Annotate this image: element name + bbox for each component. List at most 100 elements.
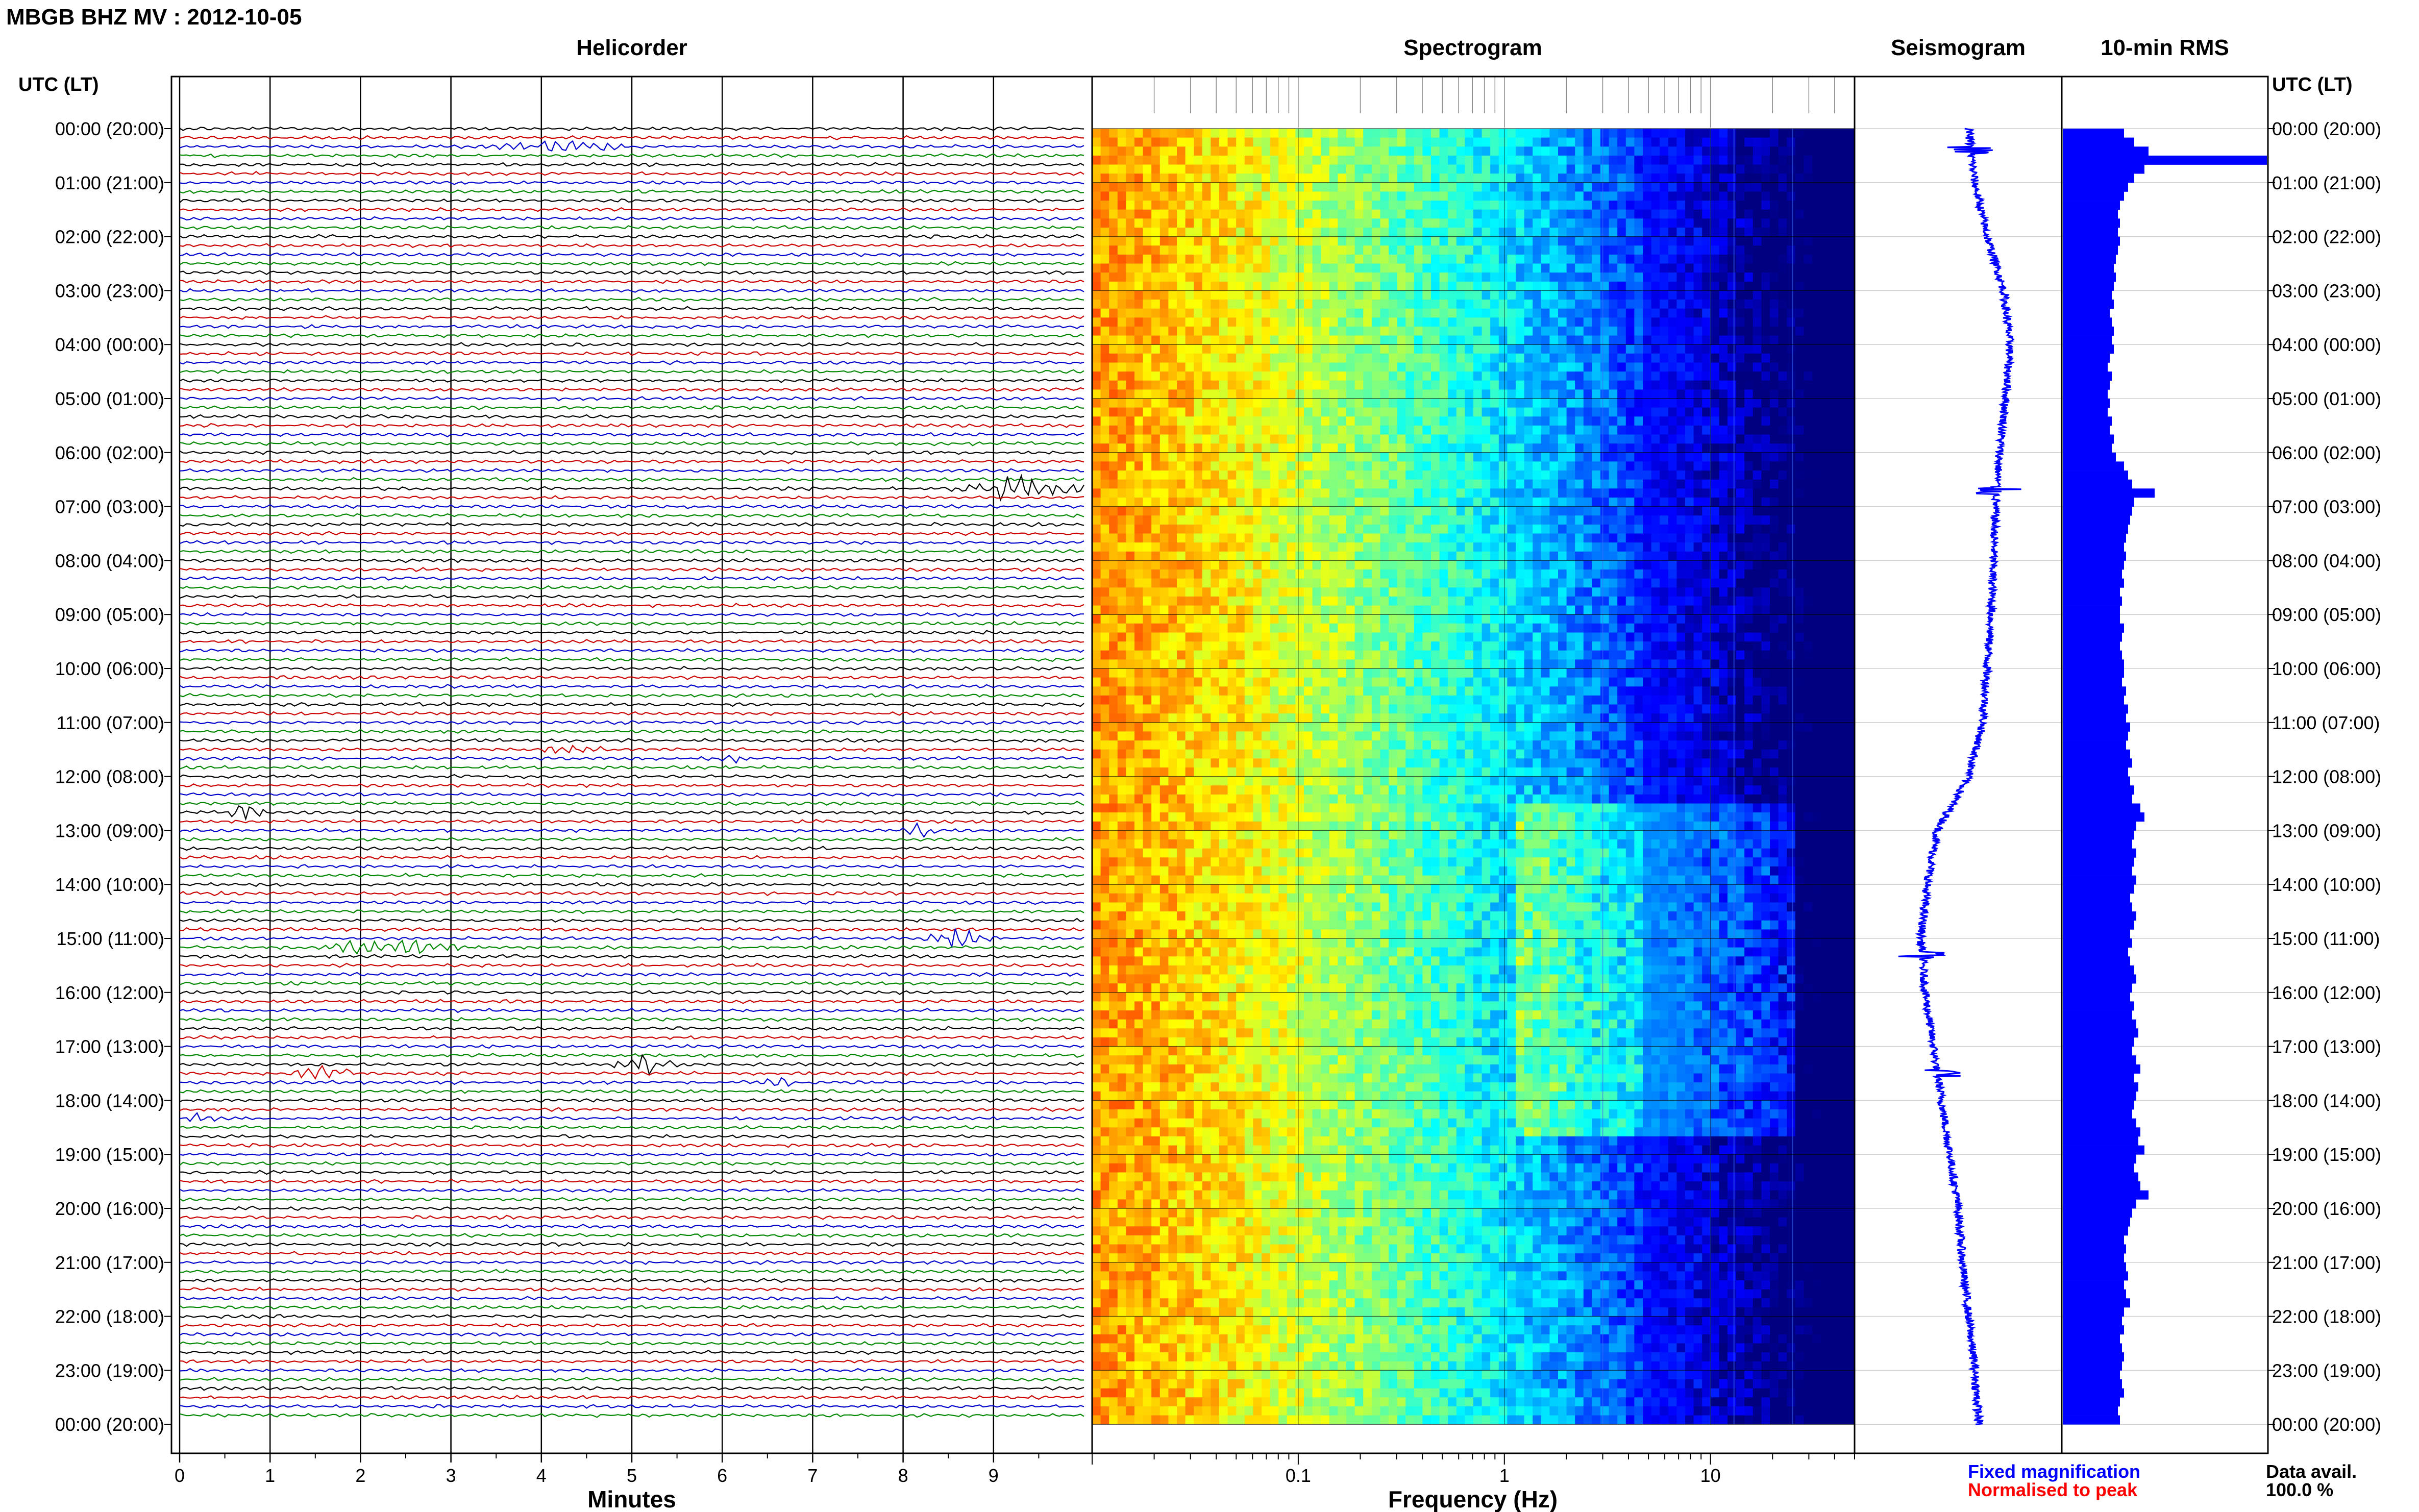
spectrogram-cell [1702,389,1711,399]
spectrogram-cell [1812,399,1821,408]
spectrogram-cell [1151,596,1161,606]
spectrogram-cell [1846,236,1855,246]
spectrogram-cell [1134,129,1144,138]
spectrogram-cell [1202,146,1211,156]
spectrogram-cell [1609,326,1618,336]
spectrogram-cell [1194,173,1203,183]
spectrogram-cell [1151,335,1161,345]
spectrogram-cell [1575,498,1584,507]
spectrogram-cell [1227,173,1237,183]
spectrogram-cell [1837,362,1846,372]
spectrogram-cell [1482,236,1491,246]
spectrogram-cell [1820,362,1830,372]
spectrogram-cell [1405,146,1415,156]
spectrogram-cell [1609,389,1618,399]
spectrogram-cell [1194,515,1203,525]
spectrogram-cell [1312,191,1321,201]
spectrogram-cell [1346,191,1355,201]
spectrogram-cell [1126,506,1135,516]
spectrogram-cell [1744,506,1754,516]
spectrogram-cell [1812,461,1821,471]
spectrogram-cell [1304,399,1313,408]
helicorder-trace [179,1376,1084,1382]
spectrogram-cell [1778,380,1787,390]
spectrogram-cell [1397,596,1406,606]
spectrogram-cell [1244,245,1253,255]
spectrogram-cell [1770,137,1779,147]
spectrogram-cell [1236,515,1245,525]
spectrogram-cell [1211,452,1220,462]
spectrogram-cell [1363,542,1372,552]
spectrogram-cell [1676,416,1686,426]
spectrogram-cell [1227,191,1237,201]
spectrogram-cell [1719,434,1728,444]
spectrogram-cell [1516,470,1525,480]
spectrogram-cell [1414,335,1423,345]
spectrogram-cell [1227,551,1237,561]
spectrogram-cell [1346,218,1355,228]
spectrogram-cell [1482,155,1491,165]
spectrogram-cell [1583,272,1592,282]
spectrogram-cell [1270,524,1279,534]
spectrogram-cell [1566,335,1575,345]
spectrogram-cell [1744,353,1754,363]
spectrogram-cell [1498,498,1508,507]
spectrogram-cell [1236,308,1245,318]
spectrogram-cell [1693,470,1702,480]
spectrogram-cell [1702,542,1711,552]
spectrogram-cell [1143,137,1152,147]
spectrogram-cell [1761,407,1770,417]
spectrogram-cell [1389,551,1398,561]
spectrogram-cell [1820,533,1830,543]
spectrogram-cell [1727,479,1737,489]
spectrogram-cell [1770,281,1779,291]
helicorder-trace [179,566,1084,573]
spectrogram-cell [1660,515,1669,525]
spectrogram-cell [1262,308,1271,318]
spectrogram-cell [1558,443,1567,453]
spectrogram-cell [1338,416,1347,426]
spectrogram-cell [1660,434,1669,444]
spectrogram-cell [1829,245,1838,255]
spectrogram-cell [1159,407,1169,417]
spectrogram-cell [1389,524,1398,534]
spectrogram-cell [1405,452,1415,462]
spectrogram-cell [1295,146,1304,156]
spectrogram-cell [1202,506,1211,516]
spectrogram-cell [1837,551,1846,561]
spectrogram-cell [1592,263,1601,273]
spectrogram-cell [1812,254,1821,264]
spectrogram-cell [1287,542,1296,552]
spectrogram-cell [1516,281,1525,291]
spectrogram-cell [1354,578,1364,588]
spectrogram-cell [1507,353,1516,363]
spectrogram-cell [1795,129,1804,138]
spectrogram-cell [1126,605,1135,615]
spectrogram-cell [1354,542,1364,552]
spectrogram-cell [1566,191,1575,201]
spectrogram-cell [1414,380,1423,390]
spectrogram-cell [1117,137,1126,147]
spectrogram-cell [1219,479,1228,489]
spectrogram-cell [1643,389,1652,399]
spectrogram-cell [1482,191,1491,201]
spectrogram-cell [1185,218,1194,228]
spectrogram-cell [1727,470,1737,480]
spectrogram-cell [1151,461,1161,471]
spectrogram-cell [1329,425,1338,435]
spectrogram-cell [1752,488,1762,498]
spectrogram-cell [1752,542,1762,552]
spectrogram-cell [1202,407,1211,417]
spectrogram-cell [1134,479,1144,489]
spectrogram-cell [1549,272,1559,282]
spectrogram-cell [1490,569,1499,579]
spectrogram-cell [1185,191,1194,201]
spectrogram-cell [1609,560,1618,570]
spectrogram-cell [1770,443,1779,453]
spectrogram-cell [1321,488,1330,498]
spectrogram-cell [1159,533,1169,543]
spectrogram-cell [1787,218,1796,228]
spectrogram-cell [1117,488,1126,498]
spectrogram-cell [1405,389,1415,399]
spectrogram-cell [1312,353,1321,363]
